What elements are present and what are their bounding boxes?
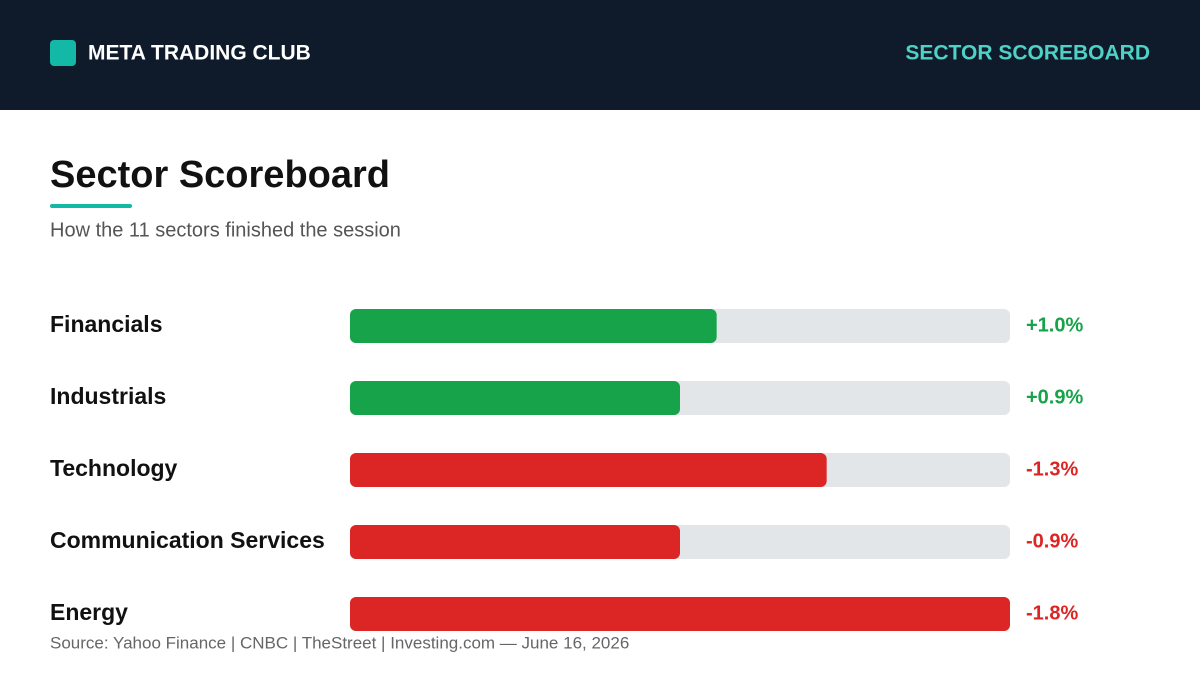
brand-name: META TRADING CLUB [88, 42, 311, 65]
category-label: Financials [50, 311, 162, 337]
bar [350, 381, 680, 415]
bar [350, 597, 1010, 631]
section-name: SECTOR SCOREBOARD [905, 42, 1150, 65]
value-label: +0.9% [1026, 386, 1083, 408]
chart-subtitle: How the 11 sectors finished the session [50, 219, 401, 241]
category-label: Industrials [50, 383, 166, 409]
bar [350, 309, 717, 343]
value-label: +1.0% [1026, 314, 1083, 336]
title-underline [50, 204, 132, 208]
chart-title: Sector Scoreboard [50, 154, 390, 196]
source-note: Source: Yahoo Finance | CNBC | TheStreet… [50, 633, 629, 652]
category-label: Technology [50, 455, 178, 481]
category-label: Communication Services [50, 527, 325, 553]
value-label: -1.3% [1026, 458, 1078, 480]
category-label: Energy [50, 599, 128, 625]
bar [350, 453, 827, 487]
value-label: -0.9% [1026, 530, 1078, 552]
header-bar [0, 0, 1200, 110]
bar [350, 525, 680, 559]
brand-logo [50, 40, 76, 66]
value-label: -1.8% [1026, 602, 1078, 624]
